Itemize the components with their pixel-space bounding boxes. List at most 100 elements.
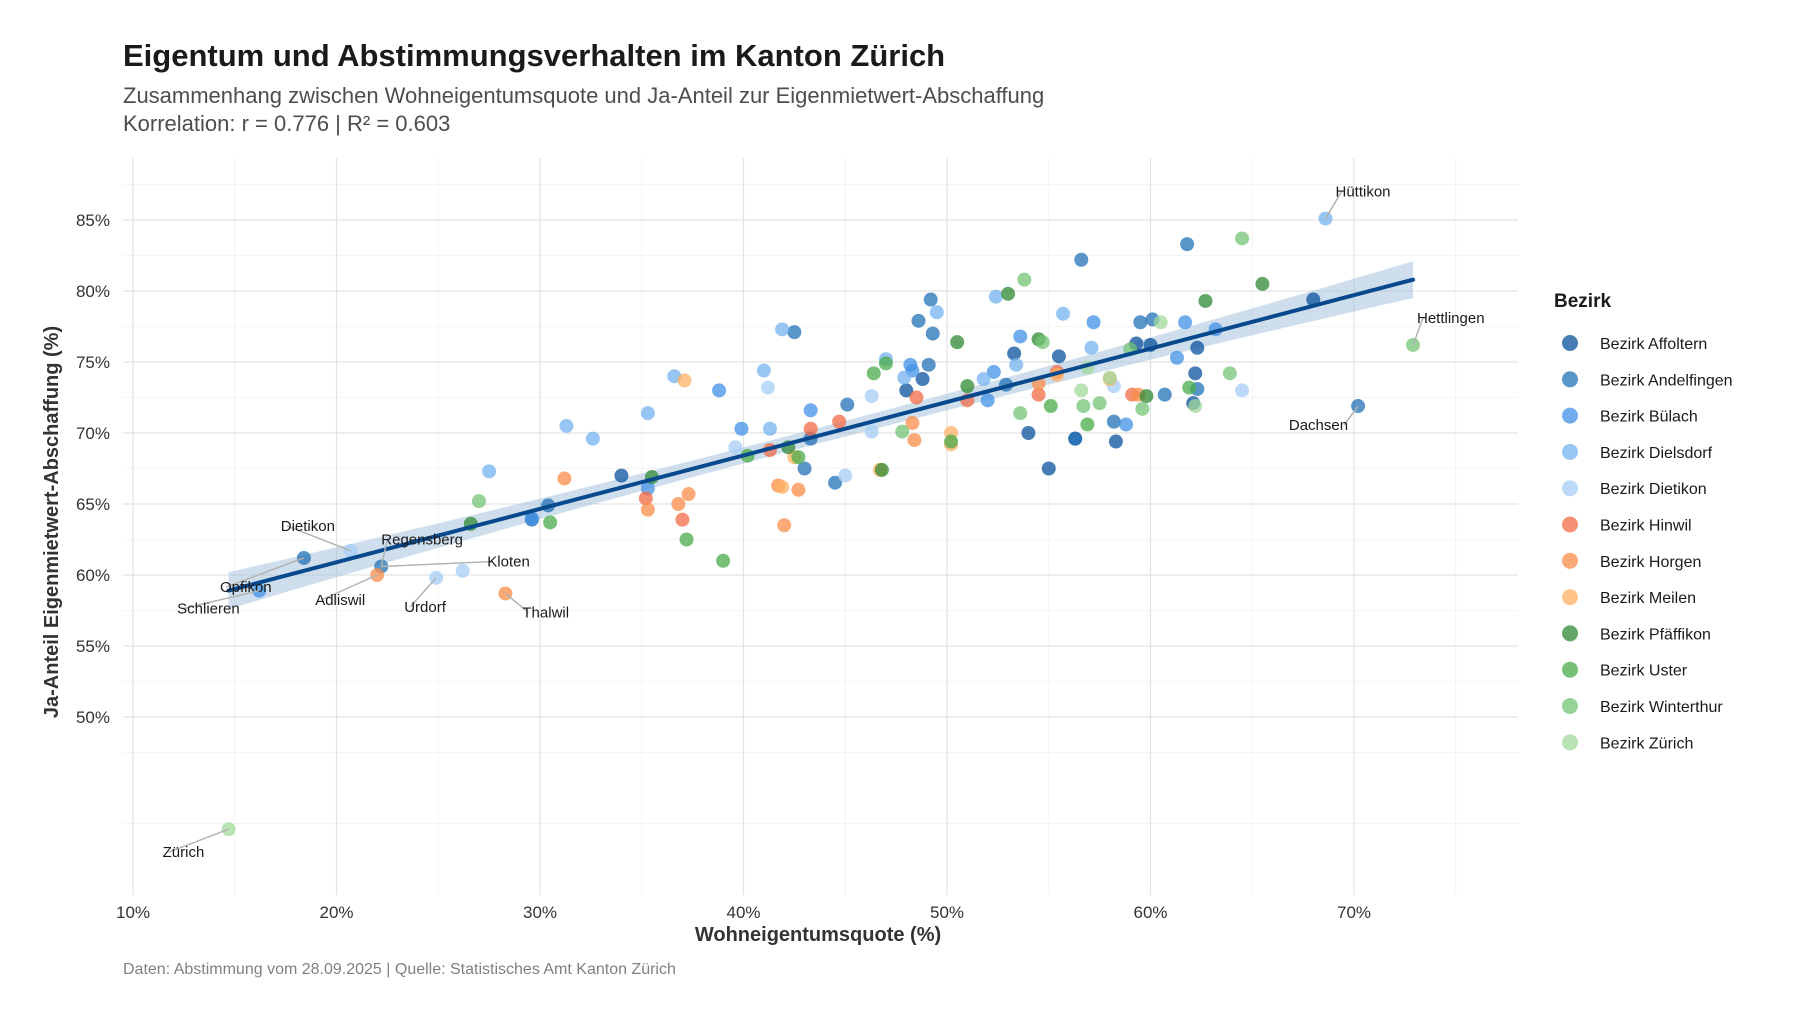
point-bezirk-andelfingen <box>797 461 812 476</box>
y-tick-label: 50% <box>76 708 110 727</box>
point-bezirk-andelfingen <box>1074 252 1089 267</box>
point-bezirk-affoltern <box>1041 461 1056 476</box>
trend-line-path <box>226 277 1416 593</box>
x-tick-label: 30% <box>523 903 557 922</box>
point-bezirk-affoltern <box>614 468 629 483</box>
y-tick-label: 70% <box>76 424 110 443</box>
point-bezirk-affoltern <box>1021 426 1036 440</box>
point-bezirk-hinwil <box>803 421 818 436</box>
grid <box>123 158 1518 895</box>
annotation-leader <box>1343 405 1359 426</box>
annotation-label: Opfikon <box>220 579 272 596</box>
point-bezirk-winterthur <box>1035 335 1050 350</box>
point-bezirk-b-lach <box>986 364 1001 379</box>
point-bezirk-winterthur <box>1076 399 1091 414</box>
point-bezirk-uster <box>679 532 694 547</box>
x-axis-title: Wohneigentumsquote (%) <box>695 924 941 946</box>
point-bezirk-dietikon <box>864 424 879 439</box>
x-tick-label: 10% <box>116 903 150 922</box>
annotation-label: Hettlingen <box>1417 310 1485 327</box>
legend-key <box>1562 480 1578 497</box>
legend-key <box>1562 335 1578 351</box>
legend-key <box>1562 552 1578 569</box>
point-bezirk-hinwil <box>1031 387 1046 402</box>
annotation-leader <box>320 574 378 601</box>
point-bezirk-b-lach <box>734 421 749 436</box>
point-bezirk-affoltern <box>915 372 930 387</box>
point-bezirk-affoltern <box>1188 366 1203 381</box>
point-bezirk-andelfingen <box>1157 387 1172 402</box>
point-bezirk-dielsdorf <box>929 305 944 320</box>
y-tick-label: 80% <box>76 282 110 301</box>
legend-key <box>1562 734 1578 751</box>
annotation-label: Dachsen <box>1289 417 1348 434</box>
point-bezirk-dietikon <box>728 440 743 455</box>
point-bezirk-dielsdorf <box>897 370 912 385</box>
point-bezirk-andelfingen <box>1133 315 1148 330</box>
legend-key <box>1562 661 1578 678</box>
annotation-leader <box>409 577 437 608</box>
legend-item-label: Bezirk Dietikon <box>1600 481 1707 498</box>
point-bezirk-b-lach <box>1013 329 1028 344</box>
point-bezirk-winterthur <box>471 494 486 509</box>
point-bezirk-dielsdorf <box>988 289 1003 304</box>
x-axis-ticks: 10% 20% 30% 40% 50% 60% 70% <box>116 903 1371 922</box>
point-bezirk-dietikon <box>838 468 853 483</box>
annotation-label: Kloten <box>487 553 530 570</box>
point-bezirk-andelfingen <box>1068 431 1083 446</box>
annotation-leader <box>182 589 260 610</box>
point-bezirk-b-lach <box>712 383 727 398</box>
point-bezirk-hinwil <box>638 491 653 506</box>
point-bezirk-b-lach <box>1169 350 1184 365</box>
point-bezirk-dielsdorf <box>775 322 790 337</box>
point-bezirk-dielsdorf <box>1084 340 1099 355</box>
y-tick-label: 55% <box>76 637 110 656</box>
point-bezirk-affoltern <box>1190 340 1205 355</box>
chart-correlation: Korrelation: r = 0.776 | R² = 0.603 <box>123 111 450 136</box>
y-tick-label: 60% <box>76 566 110 585</box>
legend-item-label: Bezirk Pfäffikon <box>1600 626 1711 643</box>
annotation-leader <box>504 592 529 614</box>
point-bezirk-z-rich <box>1102 370 1117 385</box>
point-bezirk-horgen <box>681 487 696 502</box>
point-bezirk-pf-ffikon <box>1198 293 1213 308</box>
point-bezirk-dielsdorf <box>756 363 771 378</box>
annotation-leader <box>286 525 352 552</box>
annotation-leader <box>1412 317 1424 346</box>
point-bezirk-horgen <box>905 416 920 431</box>
point-bezirk-winterthur <box>1017 272 1032 287</box>
point-bezirk-uster <box>1080 417 1095 432</box>
legend-item-label: Bezirk Meilen <box>1600 590 1696 607</box>
point-bezirk-winterthur <box>895 424 910 439</box>
legend-item-label: Bezirk Hinwil <box>1600 518 1692 535</box>
legend-key <box>1562 698 1578 714</box>
chart-subtitle: Zusammenhang zwischen Wohneigentumsquote… <box>123 83 1044 108</box>
point-bezirk-z-rich <box>1188 399 1203 414</box>
point-annotations: Hüttikon Hettlingen Dachsen Dietikon Regensb… <box>163 184 1485 862</box>
point-bezirk-z-rich <box>1153 315 1168 330</box>
point-bezirk-uster <box>1043 399 1058 414</box>
legend-key <box>1562 407 1578 424</box>
point-bezirk-horgen <box>671 497 686 511</box>
annotation-label: Hüttikon <box>1336 184 1391 201</box>
annotation-label: Dietikon <box>281 518 335 535</box>
point-bezirk-b-lach <box>1119 417 1134 432</box>
point-bezirk-uster <box>866 366 881 381</box>
point-bezirk-horgen <box>777 518 792 533</box>
point-bezirk-andelfingen <box>921 357 936 372</box>
point-bezirk-b-lach <box>1086 315 1101 330</box>
point-bezirk-winterthur <box>1092 396 1107 411</box>
point-bezirk-affoltern <box>1007 346 1022 361</box>
chart-caption: Daten: Abstimmung vom 28.09.2025 | Quell… <box>123 961 676 978</box>
point-bezirk-andelfingen <box>923 292 938 307</box>
point-bezirk-winterthur <box>1235 231 1250 246</box>
legend-key <box>1562 625 1578 642</box>
point-bezirk-z-rich <box>1074 383 1089 398</box>
point-bezirk-horgen <box>791 482 806 497</box>
point-bezirk-b-lach <box>1178 315 1193 330</box>
legend-key <box>1562 371 1578 388</box>
point-bezirk-winterthur <box>1013 406 1028 421</box>
point-bezirk-dielsdorf <box>1055 306 1070 321</box>
legend-item-label: Bezirk Andelfingen <box>1600 372 1733 389</box>
